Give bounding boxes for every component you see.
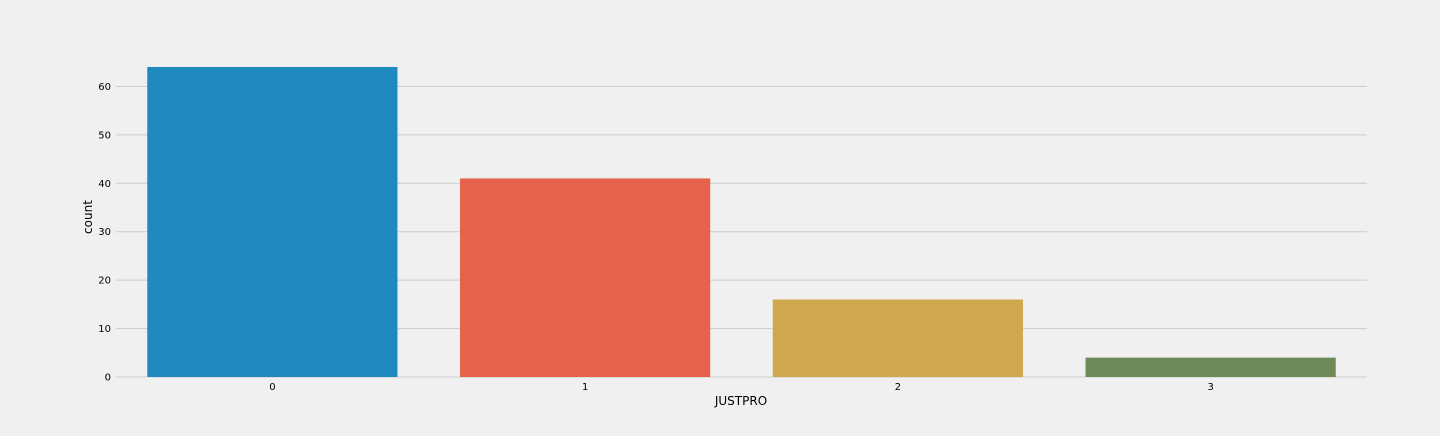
x-tick-labels: 0 1 2 3 bbox=[269, 382, 1214, 393]
y-tick-label: 50 bbox=[98, 130, 111, 141]
bars bbox=[147, 67, 1336, 377]
x-tick-label: 3 bbox=[1207, 382, 1213, 393]
y-tick-label: 10 bbox=[98, 324, 111, 335]
x-tick-label: 0 bbox=[269, 382, 275, 393]
bar-3 bbox=[1085, 357, 1336, 377]
x-axis-label: JUSTPRO bbox=[714, 394, 767, 408]
y-tick-label: 60 bbox=[98, 82, 111, 93]
y-tick-labels: 0 10 20 30 40 50 60 bbox=[98, 82, 111, 384]
y-tick-label: 30 bbox=[98, 227, 111, 238]
y-tick-label: 40 bbox=[98, 179, 111, 190]
bar-2 bbox=[772, 299, 1023, 377]
y-tick-label: 0 bbox=[105, 373, 111, 384]
y-tick-label: 20 bbox=[98, 276, 111, 287]
x-tick-label: 2 bbox=[895, 382, 901, 393]
y-axis-label: count bbox=[81, 200, 95, 234]
bar-0 bbox=[147, 67, 398, 377]
x-tick-label: 1 bbox=[582, 382, 588, 393]
bar-1 bbox=[460, 178, 711, 377]
